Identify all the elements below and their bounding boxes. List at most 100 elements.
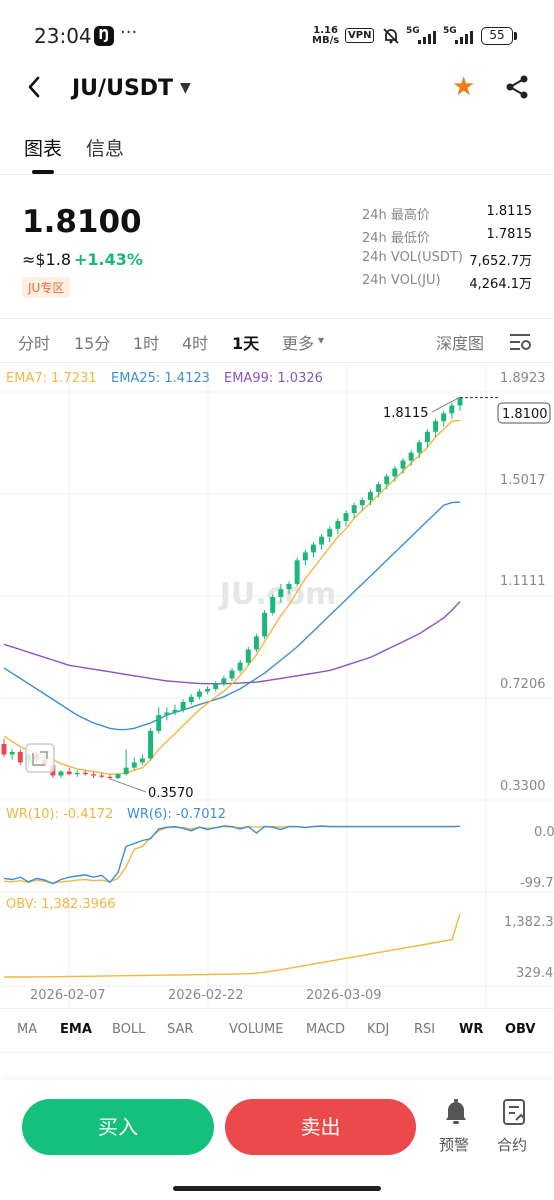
period-1h[interactable]: 1时: [133, 334, 160, 353]
period-15m[interactable]: 15分: [74, 334, 111, 353]
candle: [351, 505, 357, 514]
battery-cap: [514, 32, 517, 40]
candle: [205, 688, 211, 692]
period-timeline[interactable]: 分时: [18, 334, 51, 353]
y-tick: 0.7206: [500, 677, 546, 692]
wr6-legend: WR(6): -0.7012: [127, 807, 226, 822]
candle: [343, 513, 349, 521]
candle: [188, 696, 194, 703]
ema7-legend-name: EMA7: [6, 371, 43, 386]
y-tick: 1.8923: [500, 371, 546, 386]
low-marker-line: [109, 778, 147, 793]
indicator-macd[interactable]: MACD: [306, 1022, 345, 1037]
indicator-volume[interactable]: VOLUME: [229, 1022, 284, 1037]
period-selector: 分时 15分 1时 4时 1天 更多 ▾ 深度图: [0, 330, 554, 354]
period-1d[interactable]: 1天: [232, 334, 260, 353]
contract-icon[interactable]: [502, 1098, 528, 1130]
candle: [302, 552, 308, 561]
candle: [408, 452, 414, 461]
status-time: 23:04: [34, 24, 92, 48]
chevron-down-icon[interactable]: ▾: [318, 333, 325, 347]
zone-tag[interactable]: JU专区: [22, 277, 71, 298]
y-tick: 0.3300: [500, 779, 546, 794]
candle: [245, 649, 251, 663]
candle: [253, 636, 259, 650]
wr-y-tick: -99.7: [520, 876, 554, 891]
battery-icon: 55: [481, 27, 513, 45]
candle: [237, 662, 243, 671]
obv-legend-value: 1,382.3966: [41, 897, 115, 912]
candle: [433, 421, 439, 432]
indicator-ma[interactable]: MA: [17, 1022, 38, 1037]
candle: [91, 774, 97, 776]
stat-label: 24h 最高价: [362, 208, 430, 223]
obv-legend-name: OBV: [6, 897, 34, 912]
indicator-kdj[interactable]: KDJ: [367, 1022, 390, 1037]
usd-value: ≈$1.8: [22, 250, 72, 269]
candle: [221, 678, 227, 684]
net-speed: 1.16 MB/s: [312, 26, 339, 46]
period-4h[interactable]: 4时: [182, 334, 209, 353]
obv-panel: [3, 913, 461, 978]
sell-button[interactable]: 卖出: [225, 1099, 416, 1155]
bell-icon[interactable]: [444, 1098, 468, 1130]
indicator-boll[interactable]: BOLL: [112, 1022, 146, 1037]
high-marker-line: [431, 396, 461, 413]
depth-chart-button[interactable]: 深度图: [436, 334, 485, 353]
x-tick: 2026-03-09: [306, 988, 382, 1003]
buy-button[interactable]: 买入: [22, 1099, 214, 1155]
candle: [335, 520, 341, 529]
candle: [278, 589, 284, 598]
chart-settings-icon[interactable]: [508, 332, 532, 356]
candle: [262, 612, 268, 637]
tab-chart[interactable]: 图表: [24, 138, 63, 160]
indicator-obv[interactable]: OBV: [505, 1022, 536, 1037]
stat-value: 1.8115: [486, 204, 533, 219]
stat-value: 1.7815: [486, 227, 533, 242]
ema99-legend-name: EMA99: [224, 371, 269, 386]
zoom-reset-icon[interactable]: [25, 743, 55, 773]
candle: [196, 691, 202, 697]
indicator-sar[interactable]: SAR: [167, 1022, 194, 1037]
candle: [359, 499, 365, 506]
net-speed-value: 1.16: [313, 25, 338, 36]
pair-title[interactable]: JU/USDT: [72, 76, 174, 101]
sim2-label: 5G: [443, 26, 457, 36]
candle: [310, 544, 316, 553]
tab-info[interactable]: 信息: [86, 138, 125, 160]
period-more[interactable]: 更多: [282, 334, 315, 353]
candle: [229, 670, 235, 679]
stat-label: 24h VOL(JU): [362, 273, 441, 288]
ema25-path: [3, 501, 461, 731]
candle: [17, 751, 23, 763]
status-bar: 23:04 Ŋ ··· 1.16 MB/s VPN 5G 5G 55: [0, 0, 554, 70]
watermark: JU.com: [218, 577, 337, 612]
mute-icon: [381, 26, 401, 50]
chart-grid: [0, 364, 554, 1008]
candle: [449, 405, 455, 414]
indicator-ema[interactable]: EMA: [60, 1022, 92, 1037]
share-icon[interactable]: [504, 74, 530, 104]
alarm-label[interactable]: 预警: [439, 1136, 470, 1154]
ema99-legend: EMA99: 1.0326: [224, 371, 323, 386]
kline-chart[interactable]: JU.com EMA7: 1.7231 EMA25: 1.4123 EMA99:…: [0, 0, 554, 1010]
indicator-rsi[interactable]: RSI: [414, 1022, 436, 1037]
candle: [294, 560, 300, 584]
wr6-legend-name: WR(6): [127, 807, 167, 822]
app-notification-icon: Ŋ: [94, 26, 114, 46]
favorite-star-icon[interactable]: ★: [452, 72, 476, 102]
high-label: 1.8115: [383, 406, 429, 421]
sim2-signal-icon: [455, 30, 473, 44]
wr-y-tick: 0.0: [534, 825, 554, 840]
contract-label[interactable]: 合约: [497, 1136, 528, 1154]
back-button[interactable]: [26, 74, 42, 106]
last-price: 1.8100: [22, 204, 142, 240]
candle: [131, 762, 137, 768]
caret-down-icon[interactable]: ▼: [180, 80, 191, 96]
indicator-wr[interactable]: WR: [459, 1022, 484, 1037]
stat-value: 7,652.7万: [469, 254, 532, 269]
home-indicator[interactable]: [173, 1186, 381, 1191]
obv-y-tick: 1,382.3: [504, 915, 554, 930]
candle: [457, 397, 463, 406]
indicator-bar: MA EMA BOLL SAR VOLUME MACD KDJ RSI WR O…: [0, 1022, 554, 1044]
